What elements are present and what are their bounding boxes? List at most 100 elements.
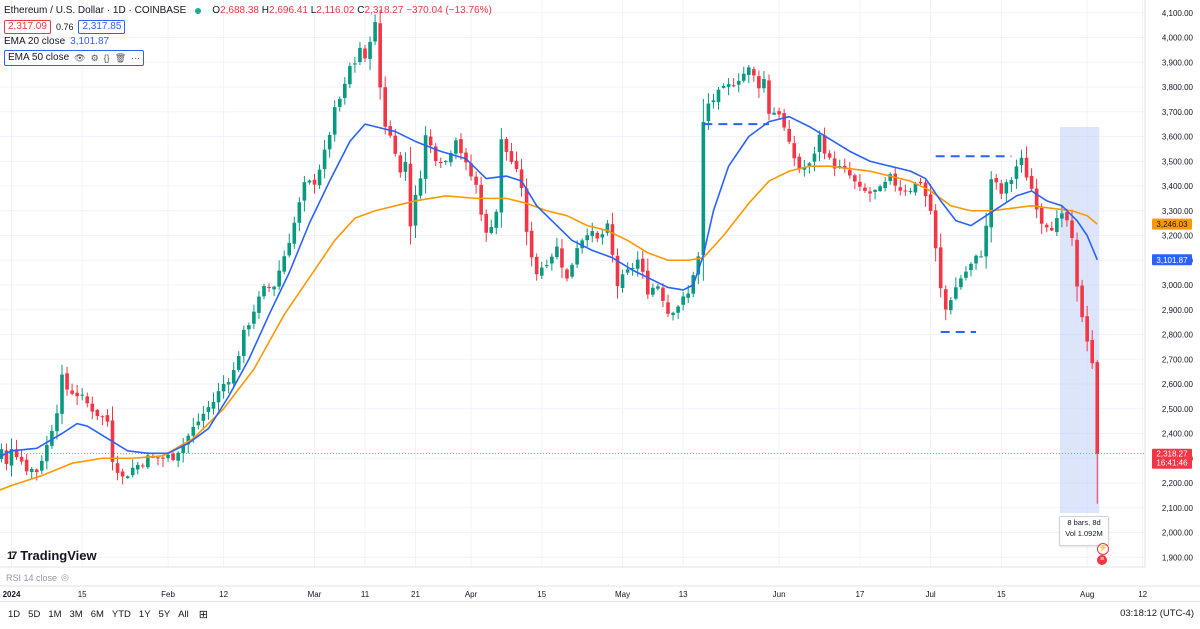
candle (459, 133, 463, 160)
candle (95, 408, 100, 421)
candle (883, 176, 887, 192)
time-axis[interactable]: 2024 15 Feb 12 Mar 11 21 Apr 15 May 13 Jun 17 Jul 15 Au… (3, 590, 1148, 599)
candle-body (444, 160, 448, 162)
candle-body (1029, 175, 1034, 189)
more-icon[interactable]: ⋯ (131, 53, 141, 63)
candle-body (257, 296, 261, 313)
time-tick-label: Mar (308, 590, 322, 599)
candle-body (272, 286, 276, 290)
candle-body (524, 188, 529, 232)
candle-body (913, 183, 918, 193)
candle (974, 254, 978, 270)
timeframe-5y[interactable]: 5Y (158, 608, 171, 620)
candle-body (984, 225, 988, 257)
price-tick-label: 3,000.00 (1162, 281, 1194, 290)
candle-body (1095, 362, 1100, 454)
trash-icon[interactable]: 🗑 (114, 53, 127, 63)
candle-body (378, 23, 382, 88)
candle-body (423, 135, 428, 179)
symbol-title[interactable]: Ethereum / U.S. Dollar · 1D · COINBASE (4, 5, 187, 16)
candle-body (1039, 207, 1044, 224)
candle (4, 443, 9, 471)
candle-body (1019, 157, 1024, 165)
candle-body (484, 213, 488, 233)
candle (615, 248, 620, 299)
candle-body (646, 270, 650, 295)
candle-body (504, 139, 509, 152)
candle-body (358, 47, 362, 63)
timeframe-1m[interactable]: 1M (48, 608, 62, 620)
candle (1004, 179, 1009, 202)
last-price-label: 2,318.27 (1156, 450, 1188, 459)
candle (752, 66, 756, 82)
time-tick-label: 12 (219, 590, 228, 599)
candle (34, 468, 39, 481)
candle-body (570, 264, 574, 277)
candle-body (19, 456, 24, 462)
date-range-icon[interactable]: ⊞ (198, 608, 208, 621)
candle (141, 463, 145, 469)
candle-body (312, 179, 317, 185)
time-tick-label: 11 (361, 590, 370, 599)
eye-icon[interactable]: 👁 (74, 53, 86, 63)
candle (332, 100, 337, 142)
timeframe-ytd[interactable]: YTD (111, 608, 131, 620)
time-tick-label: Aug (1080, 590, 1094, 599)
timeframe-5d[interactable]: 5D (28, 608, 41, 620)
candle-body (954, 287, 958, 299)
time-tick-label: 2024 (3, 590, 21, 599)
candle-body (600, 234, 605, 238)
candle-body (413, 194, 418, 226)
candle (747, 65, 751, 84)
candle-body (282, 256, 286, 272)
timeframe-all[interactable]: All (178, 608, 189, 620)
candle (1050, 221, 1054, 231)
sell-price-box[interactable]: 2,317.09 (4, 20, 51, 34)
clock[interactable]: 03:18:12 (UTC-4) (1120, 608, 1194, 619)
event-flag-icon[interactable]: ≡ (1097, 555, 1107, 565)
timeframe-1y[interactable]: 1Y (138, 608, 151, 620)
candle (999, 179, 1004, 200)
ema20-price-label-bg (1152, 254, 1192, 266)
candle (676, 304, 680, 319)
candle-body (1050, 227, 1054, 231)
candle-body (863, 187, 867, 191)
time-tick-label: 15 (537, 590, 546, 599)
ema50-legend-box[interactable]: EMA 50 close 👁 ⚙ {} 🗑 ⋯ (4, 50, 145, 66)
candle-body (555, 246, 559, 258)
close-label: C (357, 5, 365, 16)
candle (994, 174, 999, 190)
timeframe-6m[interactable]: 6M (90, 608, 104, 620)
settings-icon[interactable]: ⚙ (90, 53, 99, 63)
candle-body (731, 85, 736, 87)
candle-body (625, 269, 630, 273)
candle (302, 176, 307, 212)
candle-body (575, 248, 579, 265)
candle-body (40, 460, 44, 471)
candle-body (817, 134, 822, 152)
candle-body (141, 465, 145, 467)
tradingview-logo: 17 TradingView (7, 548, 97, 563)
eye-off-icon[interactable]: ◎ (61, 572, 69, 582)
candle-body (368, 41, 372, 59)
candle-body (297, 202, 302, 223)
rsi-pane-legend[interactable]: RSI 14 close ◎ (6, 572, 69, 583)
buy-price-box[interactable]: 2,317.85 (78, 20, 126, 34)
candle (231, 362, 236, 388)
ema20-legend[interactable]: EMA 20 close 3,101.87 (4, 35, 492, 49)
event-lightning-icon[interactable]: ⚡ (1097, 543, 1109, 555)
candle (1014, 159, 1019, 189)
ema50-legend[interactable]: EMA 50 close 👁 ⚙ {} 🗑 ⋯ (4, 50, 492, 66)
price-tick-label: 2,900.00 (1162, 306, 1194, 315)
price-axis[interactable]: 4,100.00 4,000.00 3,900.00 3,800.00 3,700.00… (1162, 9, 1194, 563)
legend-symbol-row[interactable]: Ethereum / U.S. Dollar · 1D · COINBASE O… (4, 4, 492, 18)
source-code-icon[interactable]: {} (103, 53, 110, 63)
candle (772, 107, 776, 115)
candle (494, 209, 499, 235)
timeframe-3m[interactable]: 3M (69, 608, 83, 620)
candle (125, 475, 130, 479)
timeframe-1d[interactable]: 1D (8, 608, 21, 620)
candle (474, 171, 478, 194)
candle (60, 364, 64, 425)
